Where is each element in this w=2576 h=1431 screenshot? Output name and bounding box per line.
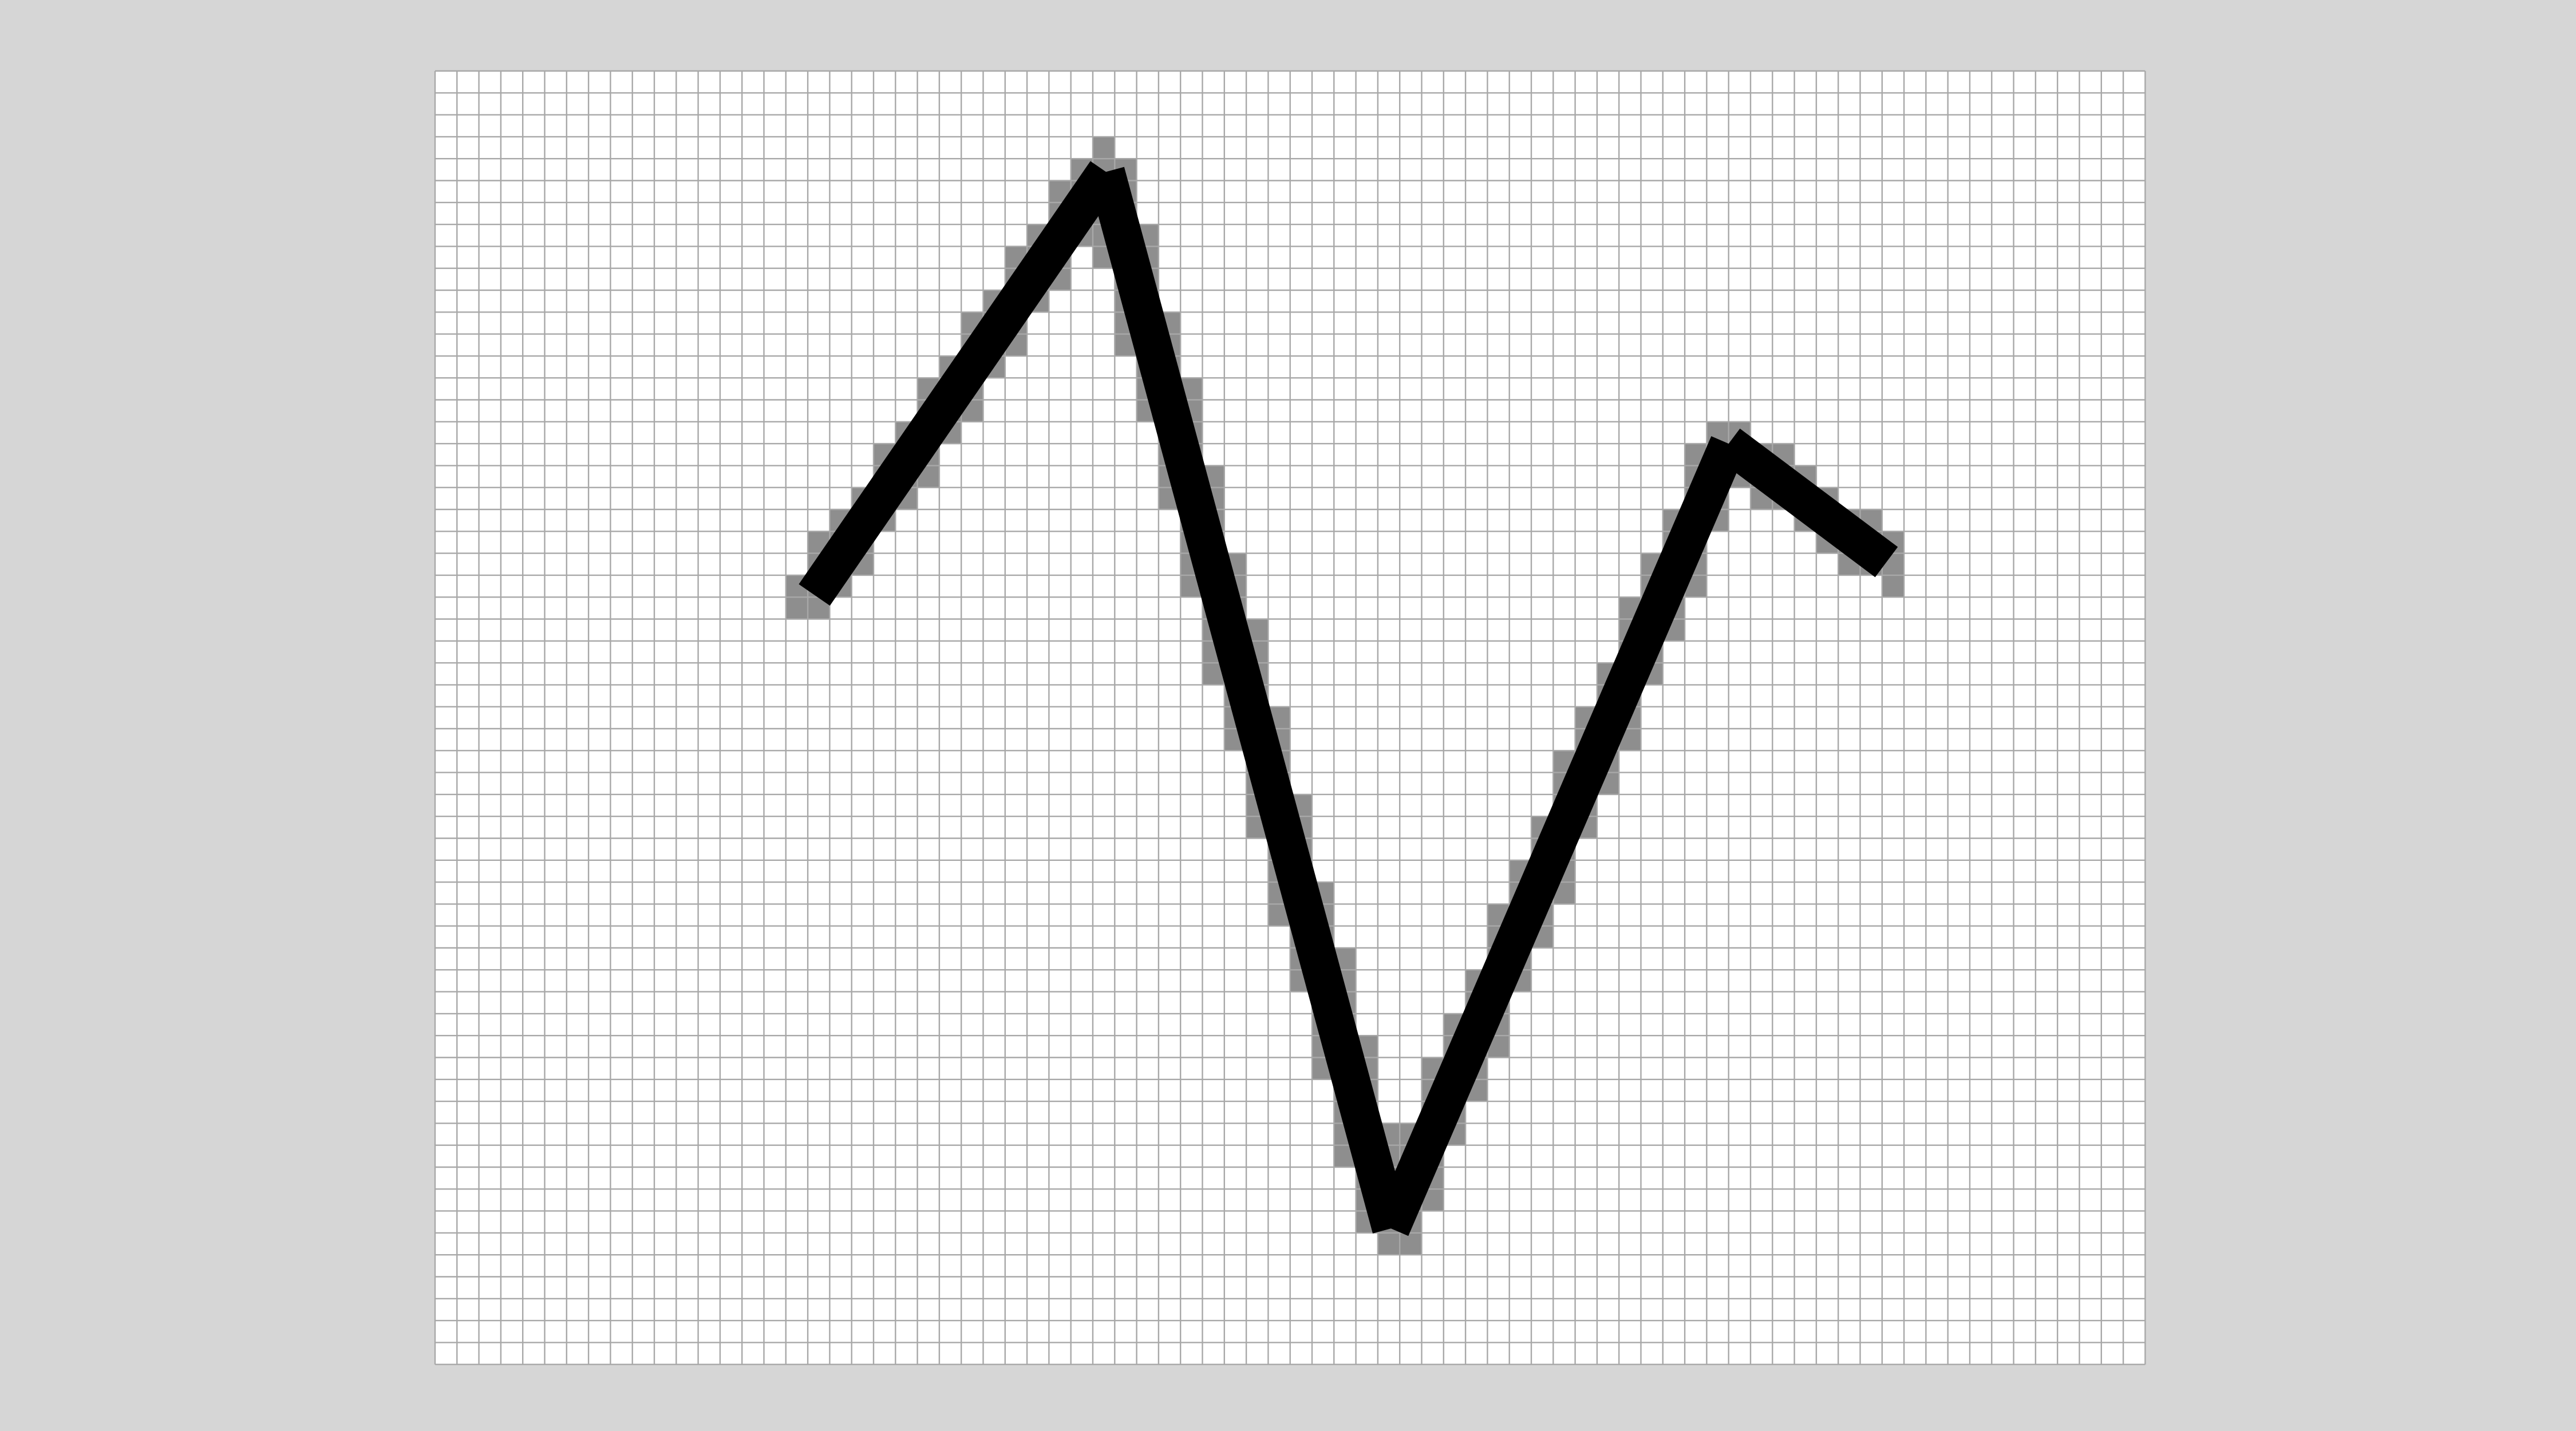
- rasterized-cell: [1377, 1232, 1400, 1255]
- rasterized-cell: [785, 597, 808, 619]
- rasterized-cell: [1400, 1232, 1422, 1255]
- polyline-segment: [799, 161, 1122, 606]
- pixel-grid: [434, 70, 2146, 1365]
- polyline-segment: [1088, 167, 1409, 1234]
- grid-lines: [434, 70, 2146, 1365]
- rasterized-cell: [1093, 136, 1115, 159]
- polyline-segment: [1373, 436, 1747, 1236]
- rasterized-cell: [1882, 575, 1905, 598]
- ideal-polyline: [799, 161, 1898, 1236]
- polyline-segment: [1717, 428, 1898, 578]
